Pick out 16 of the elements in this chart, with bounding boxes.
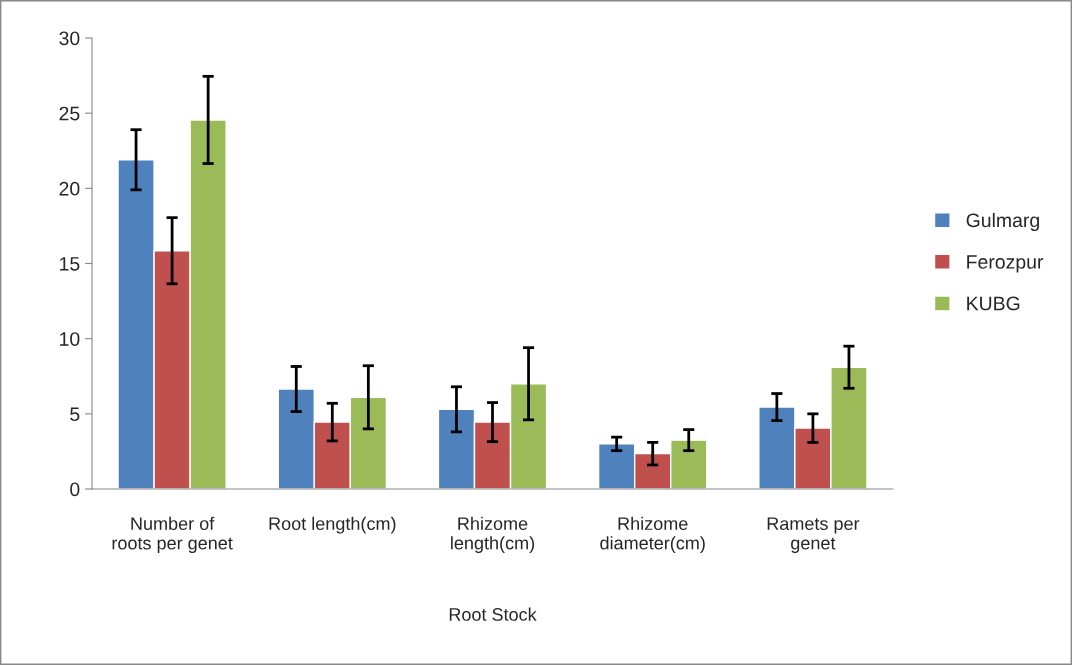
y-tick-label: 5 — [70, 407, 80, 422]
y-tick-label: 30 — [59, 31, 80, 46]
y-tick-label: 0 — [70, 482, 80, 497]
y-tick-label: 20 — [59, 181, 80, 196]
x-axis-title: Root Stock — [449, 607, 537, 621]
x-tick-label: Rhizome length(cm) — [451, 516, 535, 554]
y-tick-label: 10 — [60, 332, 80, 346]
x-tick-label: Ramets per genet — [767, 517, 860, 554]
x-tick-label: Rhizome diameter(cm) — [600, 516, 705, 554]
x-tick-label: Number of roots per genet — [112, 516, 233, 554]
x-tick-label: Root length(cm) — [269, 516, 396, 534]
legend-label: Ferozpur — [967, 255, 1044, 273]
legend-label: Gulmarg — [966, 212, 1039, 232]
y-tick-label: 25 — [59, 106, 80, 121]
legend-label: KUBG — [967, 296, 1020, 311]
y-tick-label: 15 — [60, 257, 80, 271]
